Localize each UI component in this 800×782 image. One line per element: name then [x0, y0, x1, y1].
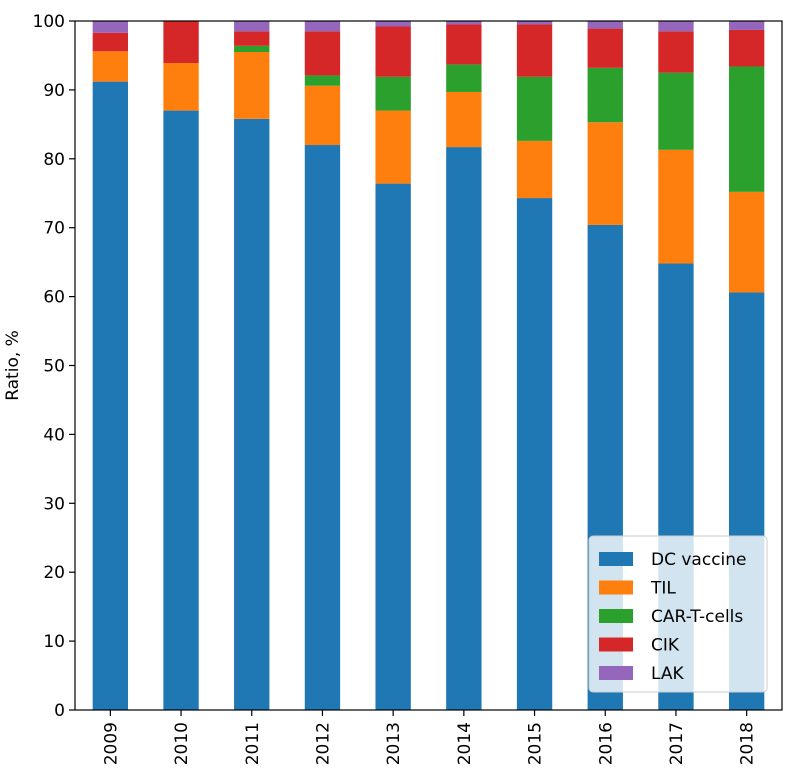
y-tick-label: 20	[43, 563, 65, 583]
legend-label-2: TIL	[650, 579, 676, 599]
bar-2016-series-5	[587, 21, 623, 29]
legend-box	[588, 535, 768, 693]
y-tick-label: 40	[43, 425, 65, 445]
legend-swatch-5	[599, 666, 633, 680]
bar-2010-series-2	[163, 63, 199, 111]
y-tick-label: 90	[43, 81, 65, 101]
bar-2016-series-3	[587, 67, 623, 123]
bar-2009-series-1	[92, 81, 129, 710]
bar-2014-series-2	[446, 91, 482, 148]
bar-2011-series-3	[234, 45, 270, 52]
bar-2017-series-2	[658, 149, 694, 264]
bar-2015-series-4	[516, 24, 553, 77]
bar-2011-series-5	[234, 21, 270, 32]
bar-2017-series-4	[658, 31, 694, 73]
y-tick-label: 70	[43, 219, 65, 239]
bar-2014-series-4	[446, 24, 482, 65]
bar-2011-series-4	[234, 31, 270, 46]
bar-2012-series-1	[304, 145, 341, 710]
bar-2015-series-1	[516, 198, 553, 710]
y-tick-label: 50	[43, 357, 65, 377]
legend-swatch-3	[599, 609, 633, 623]
y-tick-label: 10	[43, 632, 65, 652]
bar-2017-series-5	[658, 21, 694, 32]
x-tick-label-2017: 2017	[667, 722, 687, 765]
y-axis-label: Ratio, %	[3, 330, 23, 401]
bar-2015-series-5	[516, 21, 553, 25]
x-tick-label-2011: 2011	[243, 722, 263, 765]
bars-layer	[92, 21, 765, 711]
x-tick-label-2016: 2016	[596, 722, 616, 765]
bar-2018-series-3	[728, 66, 765, 192]
legend-swatch-4	[599, 637, 633, 652]
bar-2018-series-2	[728, 191, 765, 293]
bar-2013-series-1	[375, 183, 411, 711]
legend-label-5: LAK	[651, 664, 684, 684]
axes-layer: 0 10 20 30 40 50 60 70 80 90 100 2009 2010 2011 2012 20…	[33, 12, 783, 765]
bar-2009-series-4	[92, 32, 129, 52]
bar-2018-series-4	[728, 29, 765, 67]
y-tick-label: 60	[43, 288, 65, 308]
x-tick-label-2012: 2012	[313, 722, 333, 765]
bar-2014-series-5	[446, 21, 482, 25]
legend-swatch-2	[599, 580, 633, 595]
legend: DC vaccine TIL CAR-T-cells CIK LAK	[588, 535, 768, 693]
x-tick-label-2014: 2014	[455, 722, 475, 765]
legend-label-4: CIK	[651, 636, 680, 656]
bar-2011-series-1	[234, 118, 270, 711]
bar-2009-series-5	[92, 21, 129, 33]
bar-2010-series-1	[163, 110, 199, 710]
y-tick-label: 100	[33, 12, 65, 32]
bar-2018-series-5	[728, 21, 765, 30]
bar-2017-series-3	[658, 72, 694, 150]
bar-2013-series-4	[375, 26, 411, 77]
y-tick-label: 80	[43, 150, 65, 170]
x-tick-label-2018: 2018	[738, 722, 758, 765]
bar-2009-series-2	[92, 51, 129, 82]
legend-swatch-1	[599, 552, 633, 566]
bar-2016-series-4	[587, 28, 623, 68]
x-tick-label-2015: 2015	[526, 722, 546, 765]
bar-2012-series-3	[304, 75, 341, 86]
bar-2015-series-2	[516, 140, 553, 199]
bar-2012-series-4	[304, 31, 341, 76]
bar-2010-series-4	[163, 21, 199, 64]
x-tick-label-2009: 2009	[101, 722, 121, 765]
bar-2012-series-5	[304, 21, 341, 32]
bar-2013-series-3	[375, 76, 411, 111]
bar-2013-series-2	[375, 110, 411, 184]
bar-2016-series-2	[587, 122, 623, 225]
y-tick-label: 30	[43, 494, 65, 514]
bar-2015-series-3	[516, 76, 553, 141]
legend-label-3: CAR-T-cells	[651, 607, 743, 627]
bar-2014-series-3	[446, 64, 482, 92]
y-tick-label: 0	[54, 701, 65, 721]
bar-2011-series-2	[234, 52, 270, 119]
bar-2013-series-5	[375, 21, 411, 27]
x-tick-label-2010: 2010	[172, 722, 192, 765]
bar-2014-series-1	[446, 147, 482, 711]
bar-2012-series-2	[304, 85, 341, 146]
legend-label-1: DC vaccine	[651, 550, 747, 570]
x-tick-label-2013: 2013	[384, 722, 404, 765]
